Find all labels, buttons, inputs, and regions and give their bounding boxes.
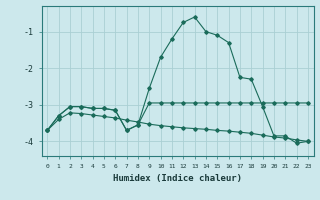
X-axis label: Humidex (Indice chaleur): Humidex (Indice chaleur): [113, 174, 242, 183]
